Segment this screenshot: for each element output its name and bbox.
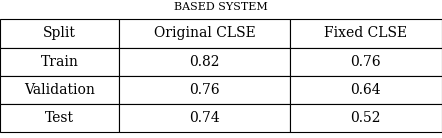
Text: BASED SYSTEM: BASED SYSTEM — [174, 2, 268, 12]
